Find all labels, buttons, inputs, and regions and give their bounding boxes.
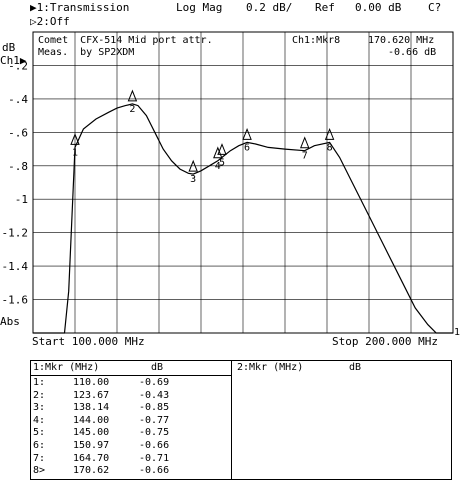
ref-value: 0.00 dB	[355, 1, 402, 14]
y-tick-label: -1.4	[2, 260, 29, 273]
marker-8: 8	[324, 128, 335, 153]
marker-table-channel2-title: 2:Mkr (MHz)	[237, 362, 304, 373]
marker-id: 2:	[33, 389, 46, 401]
active-marker-freq: 170.620 MHz	[368, 35, 435, 46]
marker-id: 5:	[33, 427, 46, 439]
stop-frequency: Stop 200.000 MHz	[332, 335, 438, 348]
marker-triangle-icon	[300, 136, 310, 149]
marker-7: 7	[300, 136, 310, 162]
start-frequency: Start 100.000 MHz	[32, 335, 145, 348]
marker-table-header: 1:Mkr (MHz) dB	[31, 361, 231, 376]
y-tick-label: -.6	[8, 126, 28, 139]
chart-title-line1: Comet CFX-514 Mid port attr.	[38, 35, 213, 46]
active-marker-label: Ch1:Mkr8	[292, 35, 341, 46]
marker-frequency: 145.00	[73, 427, 110, 439]
marker-2: 2	[127, 89, 138, 115]
y-tick-label: -.8	[8, 160, 28, 173]
y-tick-label: -.4	[8, 93, 28, 106]
marker-table-unit: dB	[151, 362, 164, 373]
marker-db-value: -0.71	[139, 452, 170, 464]
marker-db-value: -0.43	[139, 389, 170, 401]
abs-label: Abs	[0, 315, 20, 328]
marker-4: 4	[213, 146, 223, 172]
right-ref-label: 1	[454, 327, 461, 338]
marker-label: 5	[219, 157, 225, 168]
plot-frame	[32, 31, 454, 334]
marker-db-value: -0.77	[139, 414, 170, 426]
channel-ref-label: Ch1▶	[0, 54, 27, 67]
marker-db-value: -0.69	[139, 377, 170, 388]
marker-3: 3	[188, 159, 198, 185]
marker-table-channel1: 1:Mkr (MHz) dB 1: 110.00 -0.69 2: 123.67 -0.4…	[31, 361, 232, 479]
marker-label: 8	[327, 142, 333, 153]
marker-table-channel2-header: 2:Mkr (MHz) dB	[237, 362, 361, 406]
y-tick-label: -.2	[8, 59, 28, 72]
marker-id: 1:	[33, 377, 46, 388]
ref-label: Ref	[315, 1, 335, 14]
marker-6: 6	[242, 128, 252, 153]
marker-db-value: -0.75	[139, 427, 170, 439]
marker-1: 1	[70, 133, 80, 158]
y-tick-label: -1.2	[2, 227, 29, 240]
marker-id: 7:	[33, 452, 46, 464]
marker-id: 8>	[33, 465, 46, 477]
y-axis-ticks: -.2 -.4 -.6 -.8 -1 -1.2 -1.4 -1.6	[2, 59, 29, 306]
marker-frequency: 110.00	[73, 377, 110, 388]
cal-status: C?	[428, 1, 442, 14]
marker-label: 3	[190, 174, 196, 185]
channel2-indicator: ▷2:Off	[30, 15, 70, 28]
marker-triangle-icon	[324, 128, 335, 140]
marker-5: 5	[217, 143, 227, 168]
marker-triangle-icon	[213, 146, 223, 159]
db-unit-label: dB	[2, 41, 16, 54]
marker-id: 3:	[33, 402, 46, 414]
marker-triangle-icon	[242, 128, 252, 140]
channel2-label: Off	[49, 15, 70, 28]
scale-label: 0.2 dB/	[246, 1, 293, 14]
marker-label: 1	[72, 147, 78, 158]
format-label: Log Mag	[176, 1, 223, 14]
y-tick-label: -1	[15, 193, 28, 206]
chart: -.2 -.4 -.6 -.8 -1 -1.2 -1.4 -1.6 1 2 3 45 6 7 8	[2, 31, 454, 334]
marker-db-value: -0.66	[139, 465, 170, 477]
marker-group: 1 2 3 45 6 7 8	[70, 89, 335, 185]
marker-db-value: -0.66	[139, 440, 170, 451]
marker-table: 1:Mkr (MHz) dB 1: 110.00 -0.69 2: 123.67 -0.4…	[30, 360, 452, 480]
active-marker-value: -0.66 dB	[388, 47, 437, 58]
marker-frequency: 170.62	[73, 465, 110, 477]
marker-label: 7	[302, 151, 308, 162]
marker-label: 2	[129, 104, 135, 115]
marker-triangle-icon	[188, 159, 198, 172]
marker-frequency: 144.00	[73, 414, 110, 426]
marker-id: 4:	[33, 414, 46, 426]
marker-frequency: 123.67	[73, 389, 110, 401]
series-line-transmission	[33, 103, 453, 334]
y-tick-label: -1.6	[2, 294, 29, 307]
marker-frequency: 164.70	[73, 452, 110, 464]
marker-table-title: 1:Mkr (MHz)	[33, 362, 100, 373]
marker-id: 6:	[33, 440, 46, 451]
marker-table-channel2-unit: dB	[349, 362, 362, 373]
marker-triangle-icon	[217, 143, 227, 155]
marker-frequency: 150.97	[73, 440, 110, 451]
channel1-label: Transmission	[49, 1, 130, 14]
marker-frequency: 138.14	[73, 402, 110, 414]
chart-grid	[33, 32, 453, 333]
marker-label: 6	[244, 142, 250, 153]
marker-label: 4	[215, 161, 221, 172]
chart-title-line2: Meas. by SP2XDM	[38, 47, 135, 58]
marker-triangle-icon	[70, 133, 80, 145]
marker-triangle-icon	[127, 89, 138, 102]
channel1-indicator: ▶1:Transmission	[30, 1, 130, 14]
marker-db-value: -0.85	[139, 402, 170, 414]
ref-marker-icon: ▶	[19, 54, 27, 67]
